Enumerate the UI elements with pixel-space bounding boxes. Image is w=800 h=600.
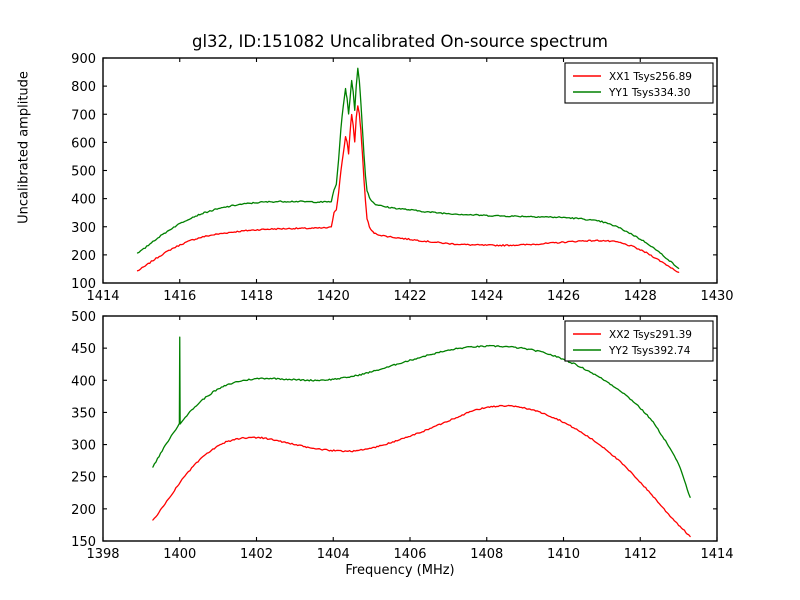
trace-bottom-1 [152,336,691,498]
x-tick-label-top-8: 1430 [700,289,733,304]
y-tick-label-bottom-6: 450 [71,342,96,357]
x-axis-label: Frequency (MHz) [345,563,455,578]
trace-top-0 [136,105,680,273]
x-tick-label-top-2: 1418 [240,289,273,304]
x-tick-label-top-1: 1416 [163,289,196,304]
y-tick-label-top-5: 600 [71,136,96,151]
x-tick-label-bottom-6: 1410 [547,547,580,562]
y-tick-label-bottom-7: 500 [71,310,96,325]
y-tick-label-top-7: 800 [71,80,96,95]
y-tick-label-top-8: 900 [71,52,96,67]
axes-top: 1414 1416 1418 1420 1422 1424 1426 1428 1430 100 2… [71,52,733,304]
y-tick-label-bottom-5: 400 [71,374,96,389]
x-tick-label-top-5: 1424 [470,289,503,304]
y-tick-label-top-1: 200 [71,249,96,264]
x-tick-label-bottom-4: 1406 [393,547,426,562]
y-tick-label-top-2: 300 [71,221,96,236]
axes-bottom: 1398 1400 1402 1404 1406 1408 1410 1412 1414 150 2… [71,310,733,562]
x-tick-label-bottom-3: 1404 [317,547,350,562]
x-tick-label-bottom-2: 1402 [240,547,273,562]
y-tick-label-top-6: 700 [71,108,96,123]
legend-label-top-0: XX1 Tsys256.89 [609,71,692,83]
legend-box-bottom [564,320,714,362]
legend-label-bottom-0: XX2 Tsys291.39 [609,329,692,341]
x-tick-label-bottom-5: 1408 [470,547,503,562]
x-tick-label-top-3: 1420 [317,289,350,304]
x-tick-label-bottom-0: 1398 [86,547,119,562]
y-tick-label-top-3: 400 [71,193,96,208]
legend-top: XX1 Tsys256.89 YY1 Tsys334.30 [564,62,714,104]
x-tick-label-top-7: 1428 [624,289,657,304]
x-tick-label-top-0: 1414 [86,289,119,304]
x-tick-label-top-6: 1426 [547,289,580,304]
legend-label-top-1: YY1 Tsys334.30 [608,87,690,99]
y-tick-label-top-4: 500 [71,165,96,180]
legend-bottom: XX2 Tsys291.39 YY2 Tsys392.74 [564,320,714,362]
y-tick-label-bottom-3: 300 [71,439,96,454]
legend-box-top [564,62,714,104]
trace-bottom-0 [152,404,691,538]
y-tick-label-bottom-4: 350 [71,406,96,421]
x-tick-label-bottom-8: 1414 [700,547,733,562]
y-tick-label-bottom-0: 150 [71,535,96,550]
trace-top-1 [136,67,680,270]
y-tick-label-bottom-2: 250 [71,471,96,486]
y-tick-label-bottom-1: 200 [71,503,96,518]
traces-bottom [152,336,691,538]
legend-label-bottom-1: YY2 Tsys392.74 [608,345,691,357]
page-title: gl32, ID:151082 Uncalibrated On-source s… [191,32,608,51]
x-tick-label-bottom-1: 1400 [163,547,196,562]
traces-top [136,67,680,273]
x-tick-label-top-4: 1422 [393,289,426,304]
y-tick-label-top-0: 100 [71,277,96,292]
x-tick-label-bottom-7: 1412 [624,547,657,562]
